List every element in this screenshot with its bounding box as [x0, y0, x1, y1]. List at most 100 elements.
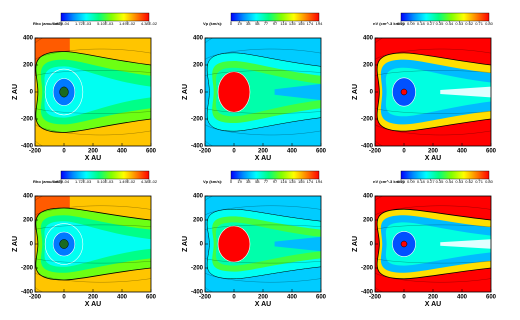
y-tick-label: -200 — [361, 266, 374, 272]
streamline — [205, 258, 321, 264]
field — [35, 38, 151, 146]
colorbar-label: Vp (km/s): — [203, 179, 222, 184]
tail — [440, 86, 491, 98]
x-tick-label: -200 — [369, 149, 382, 155]
colorbar-tick-label: 194 — [316, 21, 323, 26]
x-tick-label: 200 — [88, 295, 99, 301]
colorbar-tick-label: 0.18 — [417, 179, 426, 184]
colorbar — [400, 170, 490, 180]
y-tick-label: 400 — [363, 194, 374, 200]
colorbar-tick-label: 0.44 — [446, 179, 455, 184]
streamline — [375, 287, 384, 292]
x-tick-label: 0 — [62, 295, 66, 301]
x-tick-label: -200 — [29, 295, 42, 301]
y-tick-label: -200 — [361, 117, 374, 123]
colorbar-tick-label: 0.80 — [485, 179, 494, 184]
x-tick-label: -200 — [199, 149, 212, 155]
x-tick-label: 200 — [428, 149, 439, 155]
y-tick-label: -400 — [21, 144, 34, 150]
colorbar-tick-label: 0.53 — [455, 21, 464, 26]
colorbar-tick-label: 1.72E-03 — [75, 21, 92, 26]
x-tick-label: 200 — [88, 149, 99, 155]
colorbar-tick-label: 5.80E-04 — [53, 179, 70, 184]
y-tick-label: -200 — [21, 266, 34, 272]
streamline — [35, 258, 151, 264]
panel: Rho (amu/cm3):5.80E-04 1.72E-03 5.10E-03 1.… — [12, 12, 158, 162]
colorbar-tick-label: 58 — [255, 179, 260, 184]
y-tick-label: 200 — [193, 63, 204, 69]
tail — [385, 222, 491, 266]
colorbar-tick-label: 155 — [298, 21, 305, 26]
panel: nV (cm^-3 km/s):0.00 0.09 0.18 0.27 0.35 0.44… — [352, 12, 497, 162]
colorbar-tick-label: 0.80 — [485, 21, 494, 26]
colorbar — [400, 12, 490, 22]
x-tick-label: 400 — [457, 149, 468, 155]
y-axis-label: Z AU — [352, 236, 359, 252]
x-tick-label: 400 — [287, 295, 298, 301]
colorbar-tick-label: 1.72E-03 — [75, 179, 92, 184]
colorbar-tick-label: 0.00 — [397, 179, 406, 184]
y-tick-label: 0 — [370, 90, 374, 96]
colorbar-tick-label: 155 — [298, 179, 305, 184]
colorbar-tick-label: 0.53 — [455, 179, 464, 184]
y-tick-label: 0 — [200, 242, 204, 248]
colorbar-tick-label: 19 — [237, 21, 242, 26]
y-tick-label: 200 — [23, 63, 34, 69]
sun-region — [400, 240, 408, 248]
streamline — [205, 108, 321, 114]
colorbar-label: Rho (amu/cm3): — [33, 179, 63, 184]
y-axis-label: Z AU — [12, 236, 19, 252]
y-tick-label: -400 — [21, 290, 34, 296]
x-tick-label: 200 — [258, 149, 269, 155]
colorbar-label: nV (cm^-3 km/s): — [373, 179, 405, 184]
colorbar-tick-label: 0.00 — [397, 21, 406, 26]
y-axis-label: Z AU — [182, 236, 189, 252]
tail — [385, 67, 491, 117]
colorbar-tick-label: 1.49E-02 — [119, 179, 136, 184]
colorbar-tick-label: 77 — [264, 21, 269, 26]
colorbar-tick-label: 0.62 — [465, 21, 474, 26]
sun-region — [400, 88, 408, 96]
colorbar-tick-label: 0.71 — [475, 21, 484, 26]
x-tick-label: 0 — [62, 149, 66, 155]
x-tick-label: 400 — [117, 149, 128, 155]
field — [375, 196, 491, 292]
y-tick-label: 0 — [30, 90, 34, 96]
x-axis-label: X AU — [85, 155, 101, 162]
streamline — [35, 140, 44, 146]
field — [375, 38, 491, 146]
y-tick-label: -200 — [191, 117, 204, 123]
colorbar-tick-label: 0.27 — [427, 179, 436, 184]
streamline — [205, 287, 214, 292]
colorbar-tick-label: 4.38E-02 — [141, 179, 158, 184]
x-tick-label: 200 — [428, 295, 439, 301]
x-tick-label: 600 — [316, 149, 327, 155]
x-tick-label: -200 — [29, 149, 42, 155]
streamline — [35, 287, 44, 292]
supersonic-wind — [217, 225, 251, 263]
colorbar-tick-label: 58 — [255, 21, 260, 26]
y-tick-label: -400 — [191, 290, 204, 296]
colorbar-tick-label: 0 — [230, 179, 233, 184]
field — [205, 38, 321, 146]
panel: Vp (km/s): 0 19 38 58 77 97 116 135 155 174 194 -200… — [182, 170, 327, 308]
field — [35, 196, 151, 292]
y-axis-label: Z AU — [352, 84, 359, 100]
streamline — [375, 224, 491, 230]
tail — [274, 83, 321, 101]
streamline — [205, 140, 214, 146]
y-tick-label: 400 — [193, 36, 204, 42]
colorbar-tick-label: 0.27 — [427, 21, 436, 26]
x-tick-label: 600 — [486, 149, 497, 155]
y-tick-label: 0 — [370, 242, 374, 248]
y-tick-label: 0 — [200, 90, 204, 96]
colorbar-tick-label: 194 — [316, 179, 323, 184]
colorbar — [60, 170, 150, 180]
supersonic-wind — [217, 71, 251, 113]
y-axis-label: Z AU — [12, 84, 19, 100]
y-tick-label: 400 — [23, 194, 34, 200]
streamline — [375, 140, 384, 146]
colorbar-tick-label: 135 — [289, 21, 296, 26]
streamline — [35, 124, 151, 136]
x-axis-label: X AU — [85, 301, 101, 308]
